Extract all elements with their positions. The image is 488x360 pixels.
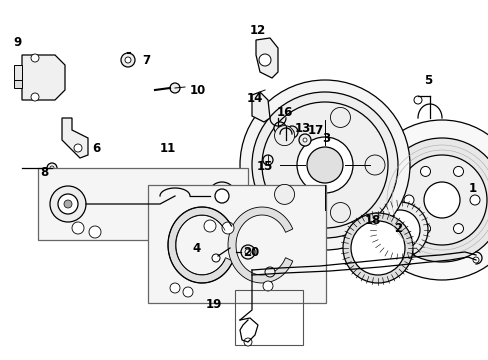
Circle shape — [240, 80, 409, 250]
Circle shape — [264, 267, 274, 277]
Circle shape — [379, 138, 488, 262]
Circle shape — [364, 155, 384, 175]
Circle shape — [74, 144, 82, 152]
Circle shape — [222, 222, 234, 234]
Circle shape — [50, 186, 86, 222]
Circle shape — [244, 338, 251, 346]
Circle shape — [72, 222, 84, 234]
Text: 1: 1 — [468, 181, 476, 194]
Circle shape — [361, 120, 488, 280]
Circle shape — [274, 126, 294, 145]
Circle shape — [396, 155, 486, 245]
Circle shape — [170, 83, 180, 93]
Circle shape — [423, 182, 459, 218]
Text: 5: 5 — [423, 73, 431, 86]
Circle shape — [58, 194, 78, 214]
Circle shape — [413, 96, 421, 104]
Text: 12: 12 — [249, 23, 265, 36]
Circle shape — [263, 155, 272, 165]
Circle shape — [330, 107, 350, 127]
Circle shape — [420, 166, 429, 176]
Circle shape — [31, 54, 39, 62]
Text: 2: 2 — [393, 221, 401, 234]
Text: 10: 10 — [189, 84, 206, 96]
Bar — [235, 290, 303, 345]
Circle shape — [207, 182, 236, 210]
Text: 7: 7 — [142, 54, 150, 67]
Circle shape — [251, 92, 397, 238]
Circle shape — [170, 283, 180, 293]
Text: 19: 19 — [205, 298, 222, 311]
Circle shape — [121, 53, 135, 67]
Circle shape — [350, 221, 404, 275]
Circle shape — [274, 184, 294, 204]
Bar — [14, 80, 22, 88]
Text: 6: 6 — [92, 141, 100, 154]
Polygon shape — [22, 55, 65, 100]
Circle shape — [125, 57, 131, 63]
Circle shape — [298, 134, 310, 146]
Circle shape — [330, 203, 350, 222]
Polygon shape — [168, 207, 232, 283]
Circle shape — [259, 54, 270, 66]
Circle shape — [244, 249, 250, 255]
Circle shape — [469, 195, 479, 205]
Circle shape — [212, 254, 220, 262]
Polygon shape — [251, 92, 269, 122]
Circle shape — [215, 189, 228, 203]
Circle shape — [452, 224, 463, 234]
Polygon shape — [227, 207, 292, 283]
Circle shape — [273, 122, 285, 134]
Circle shape — [420, 224, 429, 234]
Text: 11: 11 — [160, 141, 176, 154]
Polygon shape — [62, 118, 88, 158]
Circle shape — [342, 213, 412, 283]
Text: 17: 17 — [307, 123, 324, 136]
Circle shape — [278, 126, 282, 130]
Text: 16: 16 — [276, 105, 293, 118]
Circle shape — [241, 245, 254, 259]
Circle shape — [296, 137, 352, 193]
Text: 13: 13 — [294, 122, 310, 135]
Circle shape — [47, 163, 57, 173]
Circle shape — [203, 220, 216, 232]
Circle shape — [89, 226, 101, 238]
Circle shape — [31, 93, 39, 101]
Bar — [14, 65, 22, 83]
Circle shape — [303, 138, 306, 142]
Text: 14: 14 — [246, 91, 263, 104]
Text: 18: 18 — [364, 213, 381, 226]
Circle shape — [183, 287, 193, 297]
Circle shape — [289, 130, 293, 134]
Bar — [148, 185, 325, 303]
Circle shape — [64, 200, 72, 208]
Circle shape — [403, 195, 413, 205]
Text: 15: 15 — [256, 159, 273, 172]
Circle shape — [262, 102, 387, 228]
Text: 3: 3 — [321, 131, 329, 144]
Text: 4: 4 — [192, 242, 201, 255]
Bar — [38, 168, 247, 240]
Circle shape — [452, 166, 463, 176]
Circle shape — [50, 166, 54, 170]
Circle shape — [285, 126, 297, 138]
Circle shape — [263, 281, 272, 291]
Circle shape — [371, 202, 427, 258]
Text: 9: 9 — [14, 36, 22, 49]
Circle shape — [306, 147, 342, 183]
Polygon shape — [256, 38, 278, 78]
Circle shape — [379, 210, 419, 250]
Text: 8: 8 — [40, 166, 48, 179]
Circle shape — [472, 257, 478, 263]
Text: 20: 20 — [243, 246, 259, 258]
